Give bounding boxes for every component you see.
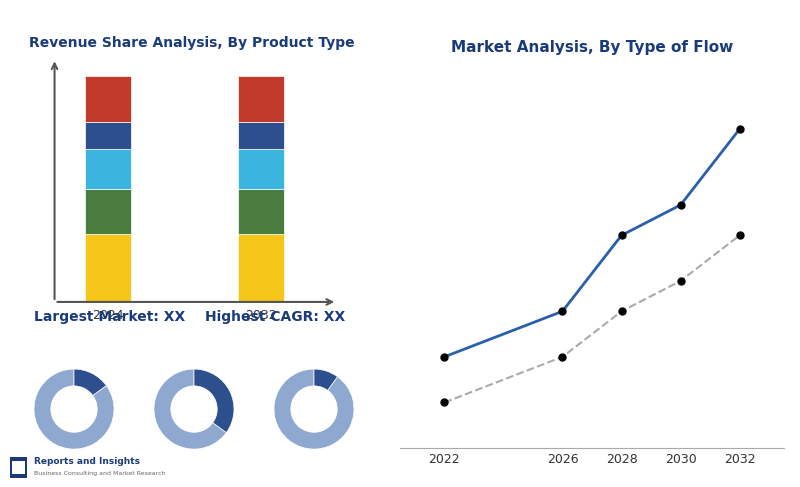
Wedge shape	[154, 369, 226, 449]
Bar	[238, 234, 284, 302]
Wedge shape	[274, 369, 354, 449]
Text: Largest Market: XX: Largest Market: XX	[34, 310, 186, 324]
Wedge shape	[194, 369, 234, 432]
FancyBboxPatch shape	[13, 461, 25, 474]
Text: Business Consulting and Market Research: Business Consulting and Market Research	[34, 471, 166, 476]
Wedge shape	[74, 369, 106, 395]
Bar	[85, 122, 131, 149]
Bar	[238, 189, 284, 234]
FancyBboxPatch shape	[10, 457, 27, 478]
Wedge shape	[34, 369, 114, 449]
Wedge shape	[314, 369, 338, 390]
Text: Reports and Insights: Reports and Insights	[34, 457, 141, 466]
Bar	[238, 122, 284, 149]
Bar	[238, 76, 284, 122]
Bar	[85, 149, 131, 189]
Bar	[85, 189, 131, 234]
Bar	[85, 76, 131, 122]
Title: Revenue Share Analysis, By Product Type: Revenue Share Analysis, By Product Type	[29, 37, 355, 50]
Bar	[238, 149, 284, 189]
Text: Highest CAGR: XX: Highest CAGR: XX	[206, 310, 346, 324]
Bar	[85, 234, 131, 302]
Text: GLOBAL VENTRICULAR ASSIST DEVICE MARKET SEGMENT ANALYSIS: GLOBAL VENTRICULAR ASSIST DEVICE MARKET …	[12, 18, 642, 36]
Title: Market Analysis, By Type of Flow: Market Analysis, By Type of Flow	[451, 39, 733, 55]
